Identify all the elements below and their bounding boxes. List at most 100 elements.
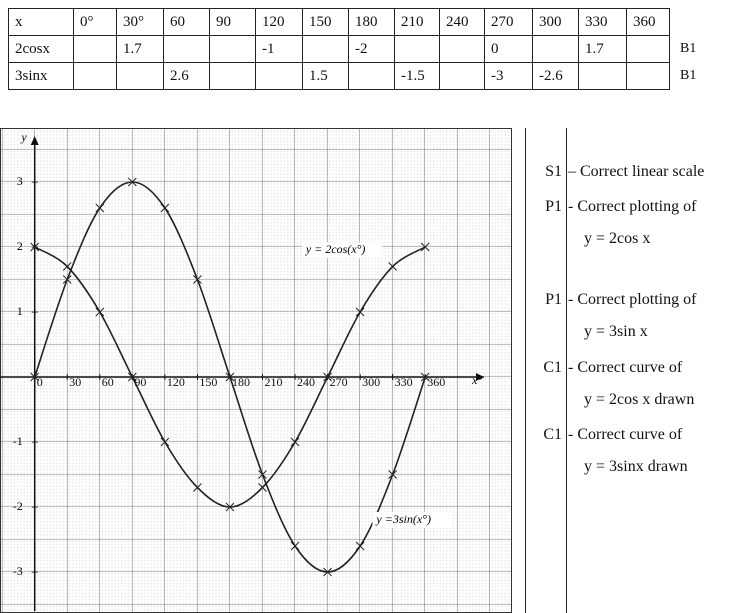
y-axis-label: y: [20, 130, 27, 144]
plot-point: [127, 372, 137, 382]
table-cell: [532, 35, 579, 63]
table-cell: -3: [484, 62, 533, 90]
plot-point: [95, 307, 105, 317]
mark-text: – Correct linear scale: [568, 163, 705, 180]
table-cell: x: [8, 8, 74, 36]
table-cell: 2cosx: [8, 35, 74, 63]
mark-text: - Correct plotting of: [568, 291, 697, 308]
table-row: x 0° 30° 60 90 120 150 180 210 240 270 300 330 360: [8, 8, 703, 36]
marking-notes: S1 – Correct linear scale P1 - Correct plot…: [512, 128, 744, 613]
plot-point: [258, 470, 267, 479]
table-cell: 1.7: [578, 35, 627, 63]
table-cell: 60: [163, 8, 210, 36]
mark-text: - Correct curve of: [568, 359, 683, 376]
y-tick-label: -3: [13, 564, 23, 578]
x-tick-label: 180: [232, 375, 250, 389]
plot-point: [30, 242, 40, 252]
plot-point: [388, 470, 398, 479]
plot-point: [30, 372, 40, 382]
x-tick-label: 360: [427, 375, 445, 389]
table-cell: 0: [484, 35, 533, 63]
table-cell: [116, 62, 164, 90]
table-cell: 270: [484, 8, 533, 36]
values-table: x 0° 30° 60 90 120 150 180 210 240 270 300 330 360 2co…: [8, 8, 703, 90]
plot-point: [388, 262, 398, 271]
table-cell: 1.5: [302, 62, 349, 90]
mark-code: S1: [545, 163, 562, 180]
curve-label: y = 2cos(x°): [305, 242, 366, 256]
y-tick-label: 1: [17, 304, 23, 318]
table-cell: [255, 62, 303, 90]
y-tick-label: -1: [13, 434, 23, 448]
table-cell: [348, 62, 395, 90]
plot-point: [420, 372, 430, 382]
x-tick-label: 0: [37, 375, 43, 389]
plot-point: [420, 242, 430, 252]
mark-code: C1: [543, 426, 562, 443]
plot-point: [95, 203, 105, 213]
x-tick-label: 60: [102, 375, 114, 389]
plot-point: [62, 275, 72, 284]
table-cell: 120: [255, 8, 303, 36]
x-arrow: [476, 373, 484, 381]
table-cell: 180: [348, 8, 395, 36]
y-tick-label: 2: [17, 239, 23, 253]
table-cell: [73, 62, 117, 90]
x-tick-label: 30: [69, 375, 81, 389]
table-cell: -2.6: [532, 62, 579, 90]
x-tick-label: 150: [199, 375, 217, 389]
plot-point: [225, 502, 235, 512]
x-tick-label: 240: [297, 375, 315, 389]
score: [670, 9, 703, 36]
table-cell: 360: [626, 8, 670, 36]
plot-point: [290, 541, 300, 551]
curve-label-bg: [301, 242, 382, 259]
x-axis-label: x°: [471, 373, 482, 387]
table-cell: 330: [578, 8, 627, 36]
mark-code: C1: [543, 359, 562, 376]
plot-point: [355, 541, 365, 551]
x-tick-label: 90: [134, 375, 146, 389]
plot-point: [225, 372, 235, 382]
x-tick-label: 120: [167, 375, 185, 389]
table-cell: -1: [255, 35, 303, 63]
table-cell: 2.6: [163, 62, 210, 90]
table-cell: [163, 35, 210, 63]
mark-text: y = 2cos x: [584, 230, 651, 247]
table-cell: [209, 35, 256, 63]
curve-label-bg: [372, 512, 453, 528]
plot-point: [193, 275, 202, 284]
table-cell: 90: [209, 8, 256, 36]
divider: [566, 128, 567, 613]
divider: [525, 128, 526, 613]
table-cell: [302, 35, 349, 63]
table-cell: [439, 35, 485, 63]
table-row: 2cosx 1.7 -1 -2 0 1.7 B1: [8, 35, 703, 63]
table-cell: -1.5: [394, 62, 440, 90]
table-cell: 1.7: [116, 35, 164, 63]
plot-point: [323, 372, 332, 382]
mark-text: y = 3sin x: [584, 323, 648, 340]
mark-code: P1: [545, 198, 562, 215]
table-cell: 240: [439, 8, 485, 36]
table-cell: 30°: [116, 8, 164, 36]
plot-point: [193, 483, 202, 492]
table-cell: 210: [394, 8, 440, 36]
graph-paper: [0, 128, 512, 613]
x-tick-label: 210: [265, 375, 283, 389]
mark-text: - Correct curve of: [568, 426, 683, 443]
table-cell: -2: [348, 35, 395, 63]
plot-point: [127, 177, 137, 187]
x-tick-label: 270: [330, 375, 348, 389]
mark-code: P1: [545, 291, 562, 308]
mark-text: y = 2cos x drawn: [584, 391, 695, 408]
y-tick-label: 3: [17, 174, 23, 188]
table-cell: 150: [302, 8, 349, 36]
table-row: 3sinx 2.6 1.5 -1.5 -3 -2.6 B1: [8, 62, 703, 90]
table-cell: [73, 35, 117, 63]
y-arrow: [30, 136, 39, 145]
table-cell: 0°: [73, 8, 117, 36]
table-cell: [209, 62, 256, 90]
score: B1: [680, 41, 697, 56]
